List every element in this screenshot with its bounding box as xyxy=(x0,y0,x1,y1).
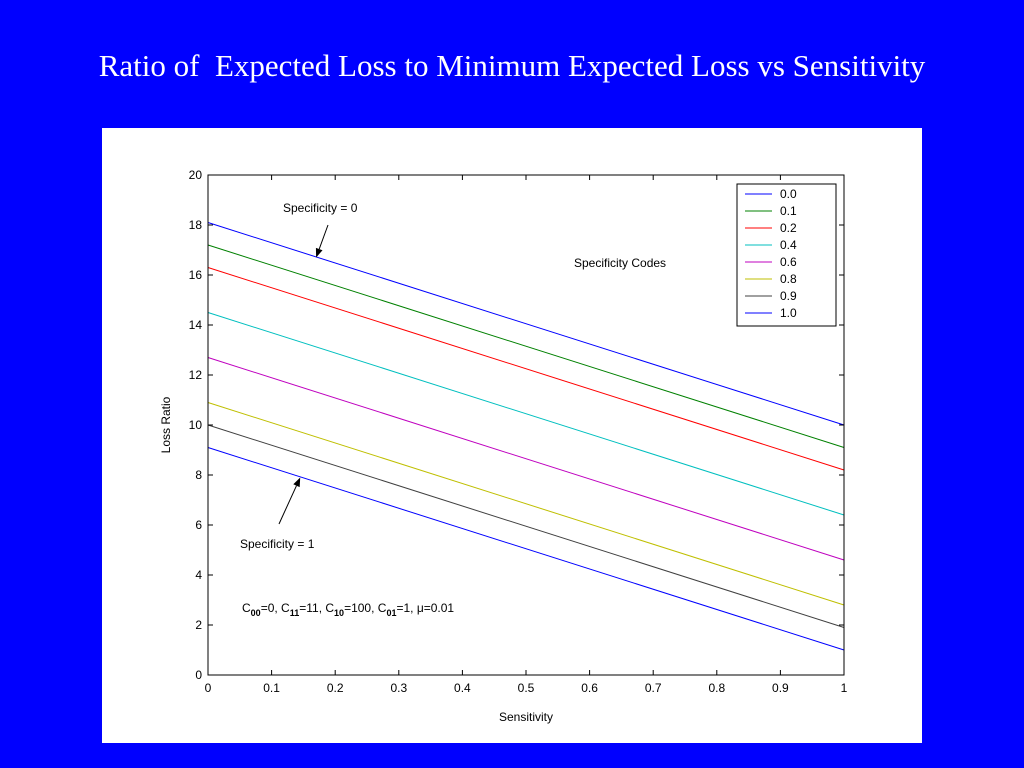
legend-title: Specificity Codes xyxy=(574,256,666,270)
legend-item-label: 0.8 xyxy=(780,272,797,286)
specificity-0-arrowhead xyxy=(315,247,323,258)
x-tick-label: 1 xyxy=(841,681,848,695)
specificity-1-arrowhead xyxy=(293,477,301,488)
legend-item-label: 0.4 xyxy=(780,238,797,252)
x-tick-label: 0.5 xyxy=(518,681,535,695)
y-axis-ticks: 0 2 4 6 8 10 12 14 16 18 20 xyxy=(189,168,844,682)
cost-parameters: C00=0, C11=11, C10=100, C01=1, μ=0.01 xyxy=(242,601,454,618)
y-axis-label: Loss Ratio xyxy=(159,396,173,453)
y-tick-label: 16 xyxy=(189,268,203,282)
legend-item-label: 0.0 xyxy=(780,187,797,201)
y-tick-label: 18 xyxy=(189,218,203,232)
series-line-0-2 xyxy=(207,267,845,471)
x-axis-label: Sensitivity xyxy=(499,710,553,724)
x-axis-ticks: 0 0.1 0.2 0.3 0.4 0.5 0.6 0.7 0.8 0.9 1 xyxy=(205,175,848,695)
series-line-0-6 xyxy=(207,357,845,561)
specificity-1-annotation: Specificity = 1 xyxy=(240,477,315,551)
legend-item-label: 0.2 xyxy=(780,221,797,235)
loss-ratio-chart: 0 0.1 0.2 0.3 0.4 0.5 0.6 0.7 0.8 0.9 1 0 2 4 6 8 10 12 1… xyxy=(159,168,848,724)
x-tick-label: 0.8 xyxy=(708,681,725,695)
slide-title: Ratio of Expected Loss to Minimum Expect… xyxy=(98,48,926,83)
x-tick-label: 0.4 xyxy=(454,681,471,695)
specificity-0-label: Specificity = 0 xyxy=(283,201,358,215)
legend-item-label: 0.9 xyxy=(780,289,797,303)
x-tick-label: 0.1 xyxy=(263,681,280,695)
x-tick-label: 0.3 xyxy=(390,681,407,695)
x-tick-label: 0.7 xyxy=(645,681,662,695)
specificity-1-label: Specificity = 1 xyxy=(240,537,315,551)
y-tick-label: 8 xyxy=(195,468,202,482)
y-tick-label: 14 xyxy=(189,318,203,332)
specificity-0-arrow xyxy=(318,224,329,250)
series-line-1-0 xyxy=(207,447,845,651)
series-line-0-1 xyxy=(207,244,845,448)
series-line-0-9 xyxy=(207,424,845,628)
legend-item-label: 0.1 xyxy=(780,204,797,218)
specificity-1-arrow xyxy=(278,485,297,525)
legend-item-label: 1.0 xyxy=(780,306,797,320)
legend-item-label: 0.6 xyxy=(780,255,797,269)
series-lines xyxy=(207,222,845,651)
y-tick-label: 10 xyxy=(189,418,203,432)
x-tick-label: 0.2 xyxy=(327,681,344,695)
series-line-0-8 xyxy=(207,402,845,606)
y-tick-label: 4 xyxy=(195,568,202,582)
y-tick-label: 0 xyxy=(195,668,202,682)
specificity-0-annotation: Specificity = 0 xyxy=(283,201,358,258)
y-tick-label: 2 xyxy=(195,618,202,632)
legend-box xyxy=(736,183,837,327)
y-tick-label: 20 xyxy=(189,168,203,182)
y-tick-label: 6 xyxy=(195,518,202,532)
figure-panel: 0 0.1 0.2 0.3 0.4 0.5 0.6 0.7 0.8 0.9 1 0 2 4 6 8 10 12 1… xyxy=(102,128,922,743)
series-line-0-0 xyxy=(207,222,845,426)
x-tick-label: 0.9 xyxy=(772,681,789,695)
y-tick-label: 12 xyxy=(189,368,203,382)
x-tick-label: 0 xyxy=(205,681,212,695)
legend: 0.0 0.1 0.2 0.4 0.6 0.8 0.9 1.0 xyxy=(736,183,837,327)
x-tick-label: 0.6 xyxy=(581,681,598,695)
series-line-0-4 xyxy=(207,312,845,516)
